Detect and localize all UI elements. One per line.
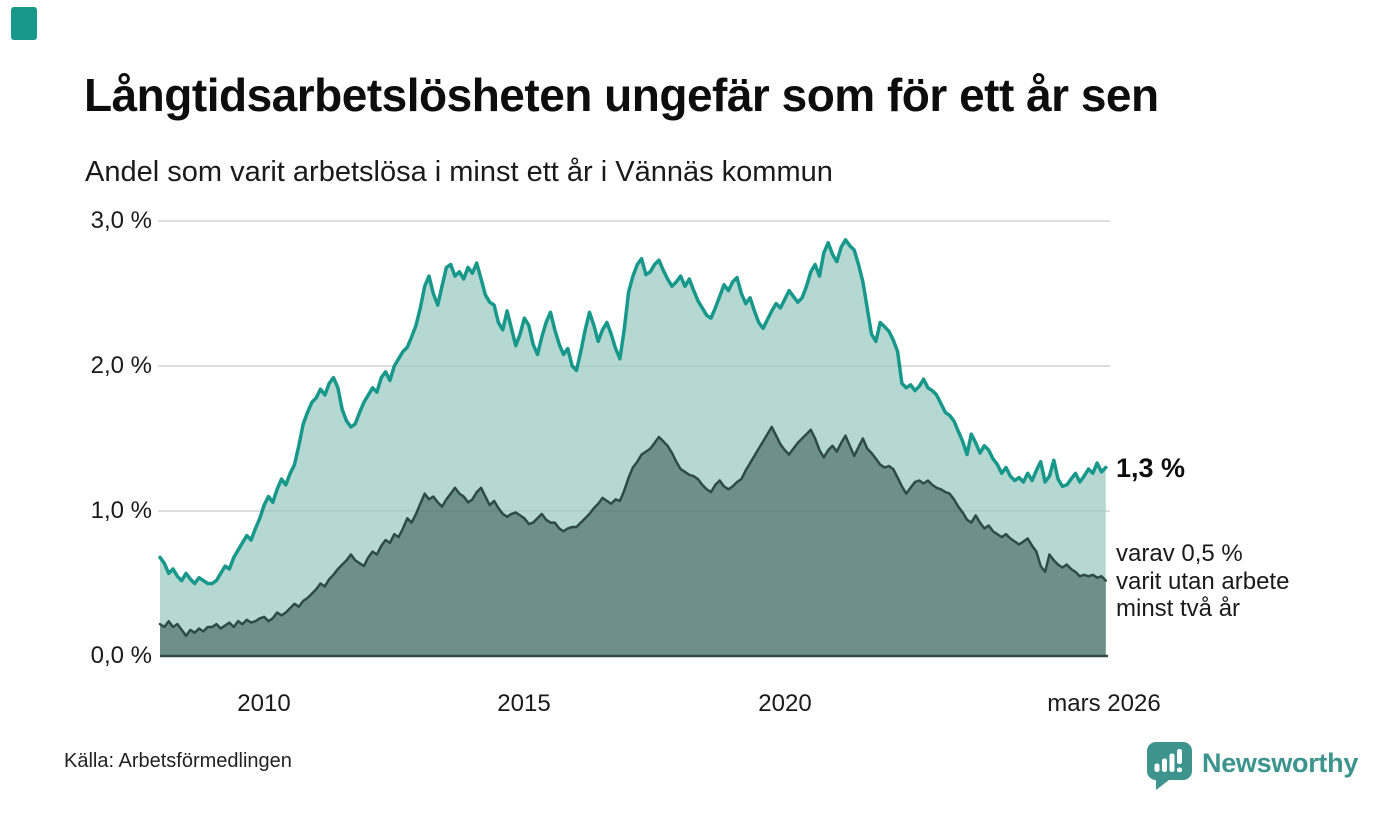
x-axis-tick-2010: 2010 — [237, 690, 291, 717]
series1-end-value-label: 1,3 % — [1116, 453, 1186, 483]
y-axis-tick-2: 2,0 % — [90, 352, 152, 379]
series2-annotation-line-1: varav 0,5 % — [1116, 540, 1243, 567]
y-axis-tick-3: 3,0 % — [90, 207, 152, 234]
x-axis-tick-2020: 2020 — [758, 690, 812, 717]
newsworthy-wordmark: Newsworthy — [1202, 748, 1359, 778]
page-title: Långtidsarbetslösheten ungefär som för e… — [84, 69, 1159, 121]
corner-accent-mark — [11, 7, 37, 40]
y-axis-tick-0: 0,0 % — [90, 642, 152, 669]
chart-subtitle: Andel som varit arbetslösa i minst ett å… — [85, 156, 833, 188]
source-attribution: Källa: Arbetsförmedlingen — [64, 750, 292, 772]
series2-annotation-line-3: minst två år — [1116, 595, 1241, 622]
series2-annotation-line-2: varit utan arbete — [1116, 567, 1290, 595]
series2-end-annotation: varav 0,5 % varit utan arbete minst två … — [1116, 540, 1289, 623]
y-axis-tick-1: 1,0 % — [90, 497, 152, 524]
x-axis-tick-mars-2026: mars 2026 — [1047, 690, 1161, 717]
x-axis-tick-2015: 2015 — [497, 690, 551, 717]
newsworthy-logo-icon — [1147, 742, 1192, 790]
newsworthy-brand: Newsworthy — [1146, 742, 1358, 791]
